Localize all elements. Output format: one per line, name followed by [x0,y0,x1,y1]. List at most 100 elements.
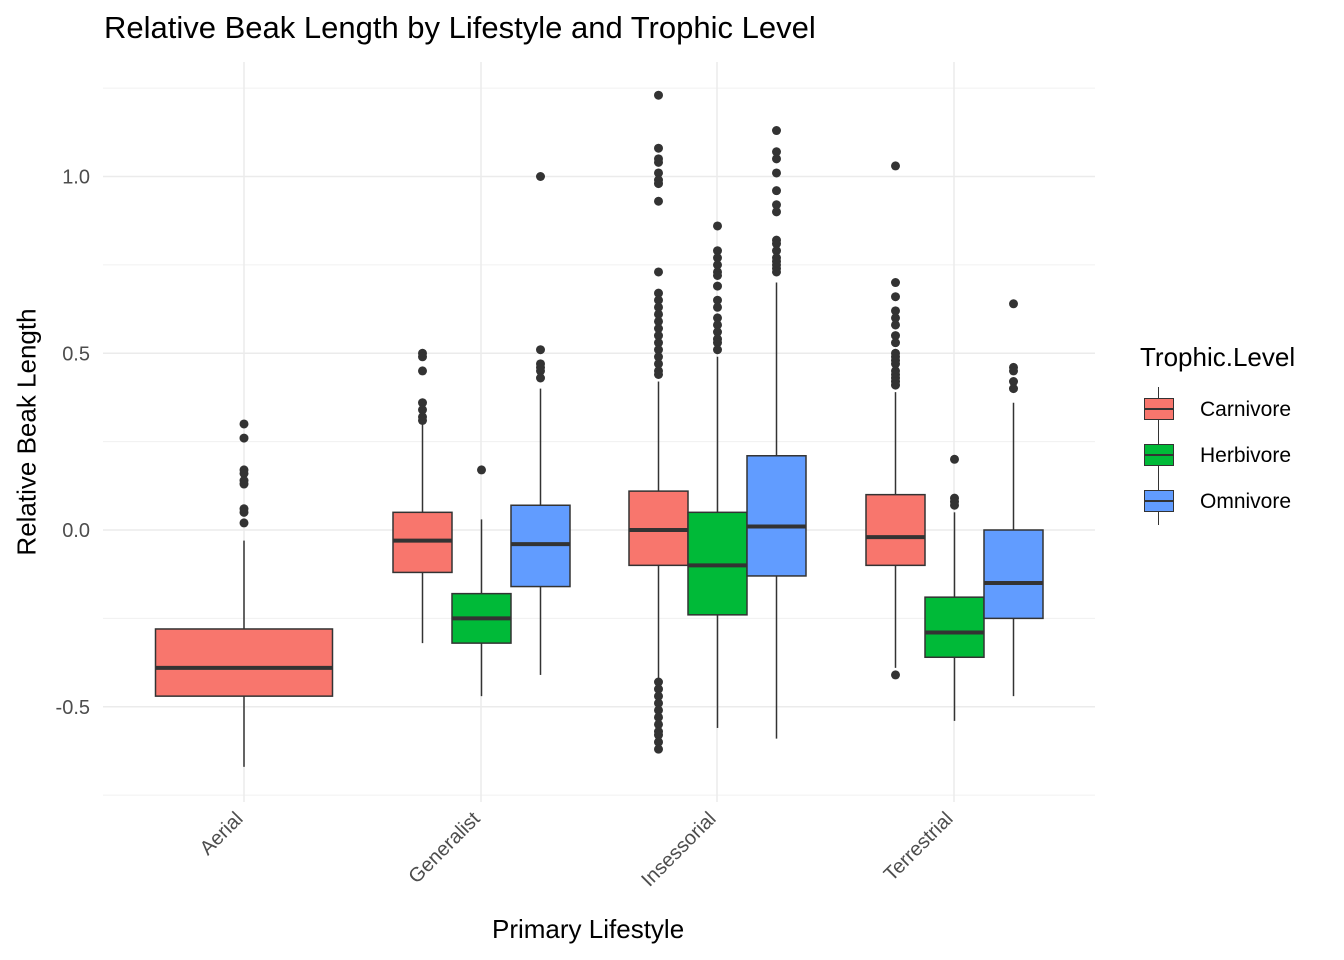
outlier-point [891,359,900,369]
outlier-point [713,345,722,355]
legend-item-carnivore: Carnivore [1140,387,1295,433]
outlier-point [654,309,663,319]
outlier-point [713,246,722,256]
chart-marks [154,90,1044,767]
outlier-point [654,90,663,100]
x-axis-title: Primary Lifestyle [492,914,685,944]
outlier-point [654,302,663,312]
outlier-point [654,705,663,715]
outlier-point [891,331,900,341]
legend: Trophic.Level Carnivore Herbivore Omnivo… [1140,342,1295,525]
legend-label-carnivore: Carnivore [1200,398,1292,421]
outlier-point [654,698,663,708]
outlier-point [1009,384,1018,394]
outlier-point [654,352,663,362]
legend-title: Trophic.Level [1140,342,1296,372]
outlier-point [713,320,722,330]
outlier-point [654,737,663,747]
outlier-point [1009,366,1018,376]
outlier-point [654,179,663,189]
outlier-point [713,295,722,305]
box-terrestrial-carnivore [865,161,926,680]
outlier-point [654,316,663,326]
outlier-point [891,320,900,330]
iqr-box [983,529,1044,620]
outlier-point [891,670,900,680]
outlier-point [239,433,249,443]
outlier-point [713,281,722,291]
outlier-point [772,126,781,136]
outlier-point [950,500,959,510]
box-generalist-omnivore [510,172,571,675]
outlier-point [654,338,663,348]
outlier-point [891,161,900,171]
outlier-point [713,270,722,280]
outlier-point [654,677,663,687]
outlier-point [713,338,722,348]
x-tick-label: Terrestrial [880,808,958,886]
legend-key-carnivore [1140,387,1178,433]
outlier-point [772,246,781,256]
legend-item-omnivore: Omnivore [1140,479,1295,525]
outlier-point [239,507,249,517]
outlier-point [713,313,722,323]
iqr-box [746,455,807,577]
outlier-point [536,345,545,355]
legend-item-herbivore: Herbivore [1140,433,1295,479]
outlier-point [772,186,781,196]
outlier-point [654,288,663,298]
y-tick-label: 0.5 [62,343,90,365]
outlier-point [239,479,249,489]
outlier-point [654,684,663,694]
outlier-point [418,415,427,425]
outlier-point [239,518,249,528]
chart-title: Relative Beak Length by Lifestyle and Tr… [104,10,816,45]
box-insessorial-herbivore [687,221,748,728]
outlier-point [772,168,781,178]
outlier-point [654,267,663,277]
outlier-point [772,154,781,164]
outlier-point [1009,377,1018,387]
outlier-point [418,366,427,376]
y-tick-labels: -0.5 0.0 0.5 1.0 [56,167,90,719]
outlier-point [772,239,781,249]
box-generalist-herbivore [451,465,512,697]
box-insessorial-carnivore [628,90,689,754]
outlier-point [654,369,663,379]
box-generalist-carnivore [392,348,453,644]
iqr-box [865,493,926,567]
outlier-point [477,465,486,475]
iqr-box [924,596,985,659]
box-terrestrial-herbivore [924,454,985,721]
outlier-point [654,712,663,722]
outlier-point [713,302,722,312]
x-tick-label: Generalist [405,808,485,888]
outlier-point [654,744,663,754]
outlier-point [654,691,663,701]
x-tick-label: Insessorial [637,808,720,891]
outlier-point [536,172,545,181]
box-insessorial-omnivore [746,126,807,739]
y-tick-label: 0.0 [62,520,90,542]
outlier-point [772,267,781,277]
outlier-point [713,221,722,231]
outlier-point [654,324,663,334]
outlier-point [891,292,900,302]
outlier-point [713,260,722,270]
box-terrestrial-omnivore [983,299,1044,697]
outlier-point [239,468,249,478]
outlier-point [654,295,663,305]
box-aerial-carnivore [154,419,334,767]
outlier-point [654,168,663,178]
y-tick-label: -0.5 [56,697,90,719]
outlier-point [418,398,427,408]
legend-key-omnivore [1140,479,1178,525]
outlier-point [654,331,663,341]
x-tick-label: Aerial [196,808,248,860]
iqr-box [154,628,334,697]
outlier-point [536,373,545,383]
outlier-point [891,278,900,288]
outlier-point [654,196,663,206]
outlier-point [891,306,900,316]
